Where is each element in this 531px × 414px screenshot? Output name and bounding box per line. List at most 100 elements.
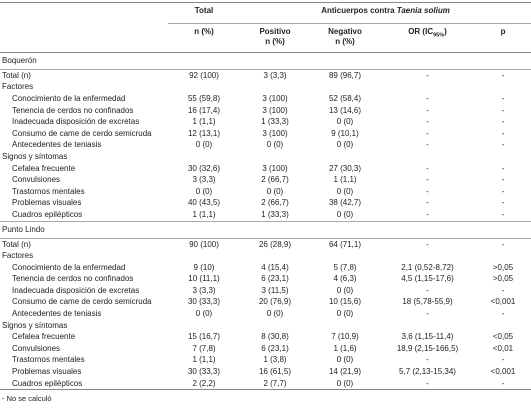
row-label: Inadecuada disposición de excretas [12,117,140,127]
cell: 1 (1,1) [192,355,216,365]
cell: <0,001 [490,367,516,377]
cell: - [426,285,429,295]
footnote: - No se calculó [2,394,52,404]
cell: 9 (10) [193,262,215,272]
group-label: Factores [2,251,34,261]
table-row: Problemas visuales 40 (43,5) 2 (66,7) 38 (4… [0,198,531,210]
cell: 0 (0) [195,186,213,196]
cell: - [501,239,505,249]
cell: 20 (76,9) [258,297,292,307]
row-label: Cuadros epilépticos [12,209,83,219]
header-empty [0,23,168,53]
cell: 2 (66,7) [261,198,289,208]
cell: 52 (58,4) [328,93,362,103]
table-row: Cuadros epilépticos 1 (1,1) 1 (33,3) 0 (0) -… [0,209,531,221]
cell: - [501,186,505,196]
cell: 3,6 (1,15-11,4) [401,332,454,342]
cell: 0 (0) [336,140,354,150]
cell: <0,001 [490,297,516,307]
cell: - [501,70,505,80]
section-row: Punto Lindo [0,220,531,239]
cell: >0,05 [492,262,514,272]
table-row: Signos y síntomas [0,151,531,163]
row-label: Conocimiento de la enfermedad [12,262,126,272]
row-label: Cuadros epilépticos [0,377,168,391]
cell: 0 (0) [336,117,354,127]
cell: - [426,70,429,80]
cell: 1 (1,1) [333,175,357,185]
row-label: Inadecuada disposición de excretas [12,285,140,295]
cell: 26 (28,9) [258,239,292,249]
header-text: Positivo [259,27,291,36]
cell: - [501,163,505,173]
cell: - [501,140,505,150]
cell: - [380,377,475,391]
header-text: n (%) [265,37,285,46]
cell: - [426,175,429,185]
header-empty [0,2,168,24]
cell: 92 (100) [189,70,219,80]
header-text: n (%) [335,37,355,46]
cell: 16 (17,4) [187,105,221,115]
cell: 0 (0) [336,209,354,219]
cell: - [501,355,505,365]
cell: - [426,355,429,365]
cell: - [426,128,429,138]
table-row: Tenencia de cerdos no confinados 16 (17,4… [0,105,531,117]
cell: 2 (66,7) [261,175,289,185]
cell: 1 (1,6) [333,343,357,353]
header-total: Total [168,2,240,24]
table-row: Tenencia de cerdos no confinados 10 (11,1… [0,274,531,286]
table-row: Conocimiento de la enfermedad 55 (59,8) 3 … [0,93,531,105]
row-label: Consumo de came de cerdo semicruda [12,128,152,138]
cell: 90 (100) [189,239,219,249]
cell: 1 (1,1) [192,117,216,127]
cell: 0 (0) [195,309,213,319]
cell: 0 (0) [266,140,284,150]
cell: <0,05 [492,332,514,342]
cell: 40 (43,5) [187,198,221,208]
cell: 64 (71,1) [328,239,362,249]
cell: 4 (15,4) [261,262,289,272]
cell: 0 (0) [336,285,354,295]
row-label: Conocimiento de la enfermedad [12,93,126,103]
header-text: 95% [433,32,445,39]
table-row: Trastornos mentales 1 (1,1) 1 (3,8) 0 (0) - - [0,355,531,367]
cell: - [501,285,505,295]
header-species: Taenia solium [396,6,450,15]
section-name: Boquerón [0,52,531,70]
cell: >0,05 [492,274,514,284]
cell: 12 (13,1) [187,128,221,138]
cell: 10 (11,1) [188,274,220,284]
table-row: Inadecuada disposición de excretas 1 (1,1… [0,116,531,128]
cell: 4,5 (1,15-17,6) [401,274,454,284]
cell: 8 (30,8) [261,332,289,342]
cell: 9 (10,1) [331,128,359,138]
table-row: Factores [0,250,531,262]
table-row: Total (n) 92 (100) 3 (3,3) 89 (96,7) - - [0,70,531,82]
row-label: Antecedentes de teniasis [12,309,102,319]
cell: 0 (0) [195,140,213,150]
cell: - [501,117,505,127]
header-sub: OR (IC95%) [380,23,475,53]
table-row: Signos y síntomas [0,320,531,332]
cell: 0 (0) [310,377,380,391]
table-row: Convulsiones 3 (3,3) 2 (66,7) 1 (1,1) - - [0,174,531,186]
header-text: Negativo [328,27,362,36]
cell: 6 (23,1) [261,274,289,284]
cell: 2,1 (0,52-8,72) [401,262,454,272]
cell: 0 (0) [336,309,354,319]
row-label: Cefalea frecuente [12,163,76,173]
section-name: Punto Lindo [0,220,531,239]
row-label: Problemas visuales [12,198,82,208]
cell: - [501,175,505,185]
section-row: Boquerón [0,52,531,70]
table-row: Antecedentes de teniasis 0 (0) 0 (0) 0 (0) -… [0,140,531,152]
cell: 1 (33,3) [261,209,289,219]
cell: 3 (3,3) [192,175,216,185]
cell: 10 (15,6) [328,297,362,307]
table-row: Cuadros epilépticos 2 (2,2) 2 (7,7) 0 (0) - - [0,377,531,391]
cell: - [426,209,429,219]
cell: 3 (100) [262,163,288,173]
